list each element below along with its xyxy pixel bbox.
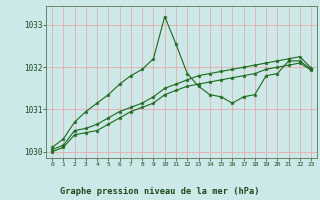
- Text: Graphe pression niveau de la mer (hPa): Graphe pression niveau de la mer (hPa): [60, 187, 260, 196]
